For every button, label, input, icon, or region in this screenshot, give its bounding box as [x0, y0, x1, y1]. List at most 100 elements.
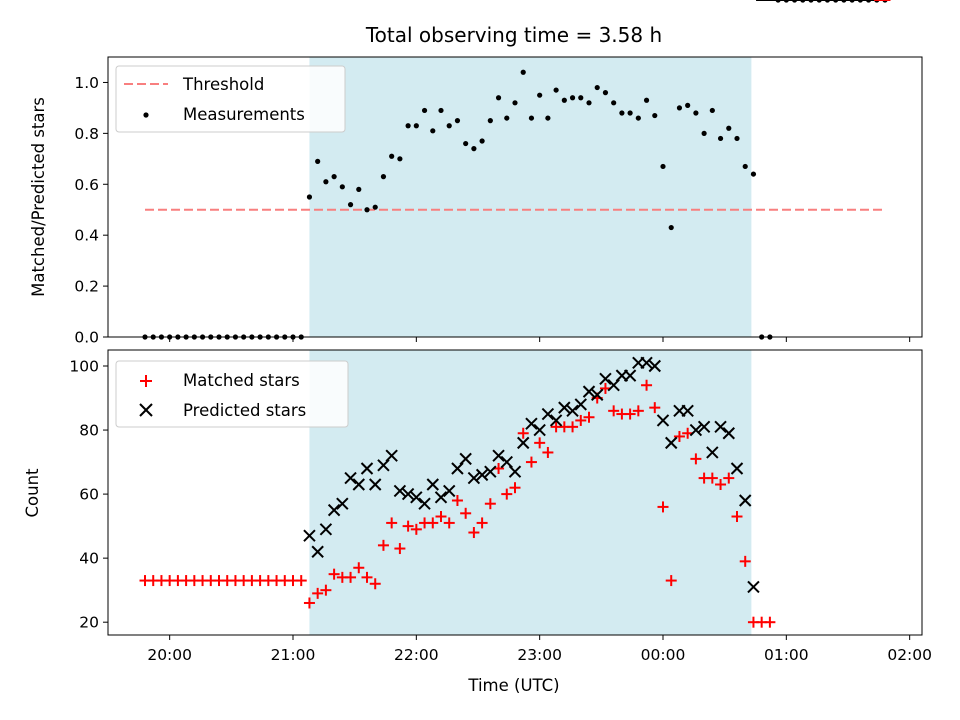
- measurement-point: [569, 95, 576, 101]
- matched-star-point: [608, 405, 620, 417]
- top-x-ticks: [169, 337, 911, 342]
- matched-star-point: [328, 568, 340, 580]
- measurement-point: [364, 207, 370, 213]
- x-tick-label-1: 21:00: [271, 646, 316, 664]
- measurement-point: [528, 115, 535, 121]
- measurement-point: [553, 87, 559, 93]
- bottom-legend-box: [115, 360, 349, 428]
- predicted-star-point: [508, 465, 522, 478]
- matched-star-point: [739, 555, 751, 567]
- matched-star-point: [443, 517, 455, 529]
- bottom-y-axis: 20 40 60 80 100: [69, 358, 108, 632]
- measurement-point: [660, 163, 666, 170]
- x-tick-label-5: 01:00: [764, 646, 809, 664]
- measurement-point: [438, 107, 444, 114]
- measurement-point: [413, 123, 419, 129]
- bottom-panel: 20 40 60 80 100 20:00 21:00 22:00 23:00 00:00 01:…: [23, 0, 932, 695]
- measurement-point: [709, 107, 715, 114]
- top-legend: Threshold Measurements: [115, 65, 346, 133]
- matched-star-point: [427, 517, 439, 529]
- predicted-star-point: [385, 449, 398, 462]
- measurement-point: [619, 110, 625, 116]
- matched-star-point: [657, 501, 669, 513]
- predicted-star-point: [475, 468, 489, 482]
- bottom-axes-frame: [107, 349, 923, 636]
- matched-star-point: [706, 472, 718, 484]
- matched-star-point: [731, 511, 743, 523]
- matched-star-point: [345, 571, 357, 583]
- bottom-legend: Matched stars Predicted stars: [115, 360, 349, 428]
- measurement-point: [586, 100, 592, 106]
- matched-star-point: [394, 543, 406, 555]
- matched-star-point: [402, 520, 414, 532]
- predicted-star-point: [640, 356, 653, 370]
- measurements-legend-swatch: [143, 112, 149, 118]
- measurement-point: [668, 224, 674, 231]
- measurement-point: [717, 135, 724, 142]
- bottom-y-tick-label-4: 100: [69, 358, 99, 376]
- predicted-star-point: [327, 503, 341, 517]
- x-tick-label-6: 02:00: [887, 646, 932, 664]
- matched-star-point: [312, 587, 324, 599]
- predicted-star-point: [722, 427, 735, 440]
- matched-star-point: [476, 517, 488, 529]
- predicted-star-point: [648, 359, 661, 373]
- matched-star-point: [665, 575, 677, 587]
- measurement-point: [380, 174, 387, 180]
- measurement-point: [693, 110, 699, 116]
- predicted-star-point: [689, 423, 703, 437]
- predicted-star-point: [459, 452, 472, 466]
- bottom-y-tick-label-3: 80: [79, 422, 99, 440]
- predicted-star-point: [582, 385, 596, 398]
- predicted-star-point: [360, 462, 374, 475]
- matched-star-point: [320, 584, 332, 596]
- measurement-point: [430, 128, 436, 134]
- predicted-star-point: [714, 420, 727, 434]
- predicted-star-point: [352, 478, 365, 491]
- measurement-point: [421, 107, 428, 114]
- predicted-star-point: [591, 388, 604, 402]
- matched-star-point: [377, 539, 389, 551]
- matched-star-point: [435, 511, 447, 523]
- matched-star-point: [361, 571, 373, 583]
- top-y-axis: 0.0 0.2 0.4 0.6 0.8 1.0: [74, 74, 108, 347]
- predicted-star-point: [697, 420, 711, 434]
- measurement-point: [471, 146, 477, 152]
- x-axis-label: Time (UTC): [467, 676, 559, 695]
- predicted-star-point: [443, 484, 456, 498]
- predicted-star-point: [311, 545, 324, 558]
- matched-star-point: [484, 498, 496, 510]
- predicted-star-point: [558, 401, 571, 414]
- measurement-point: [652, 112, 658, 119]
- bottom-x-axis: 20:00 21:00 22:00 23:00 00:00 01:00 02:00: [147, 635, 932, 664]
- predicted-star-point: [336, 497, 349, 510]
- measurement-point: [331, 174, 337, 180]
- predicted-star-point: [681, 404, 694, 418]
- predicted-star-point: [623, 369, 637, 382]
- measurement-point: [306, 194, 313, 200]
- matched-star-point: [715, 478, 727, 490]
- measurement-point: [347, 202, 354, 208]
- matched-star-point: [410, 523, 422, 535]
- predicted-star-point: [549, 414, 563, 427]
- measurement-point: [315, 158, 321, 164]
- measurement-point: [504, 115, 510, 121]
- matched-star-point: [673, 430, 685, 442]
- predicted-star-point: [525, 417, 538, 430]
- matched-star-point: [295, 575, 307, 587]
- measurement-point: [512, 100, 518, 106]
- predicted-legend-swatch: [139, 403, 153, 417]
- top-y-axis-label: Matched/Predicted stars: [29, 97, 48, 297]
- matched-legend-label: Matched stars: [183, 371, 300, 390]
- predicted-star-point: [467, 471, 481, 485]
- predicted-star-point: [730, 462, 744, 475]
- measurement-point: [487, 118, 493, 124]
- measurement-point: [479, 138, 485, 144]
- measurement-point: [734, 135, 740, 142]
- measurement-point: [611, 100, 617, 106]
- bottom-y-tick-label-2: 60: [79, 486, 99, 504]
- predicted-star-point: [410, 491, 423, 504]
- measurement-point: [701, 130, 707, 136]
- matched-star-point: [386, 517, 398, 529]
